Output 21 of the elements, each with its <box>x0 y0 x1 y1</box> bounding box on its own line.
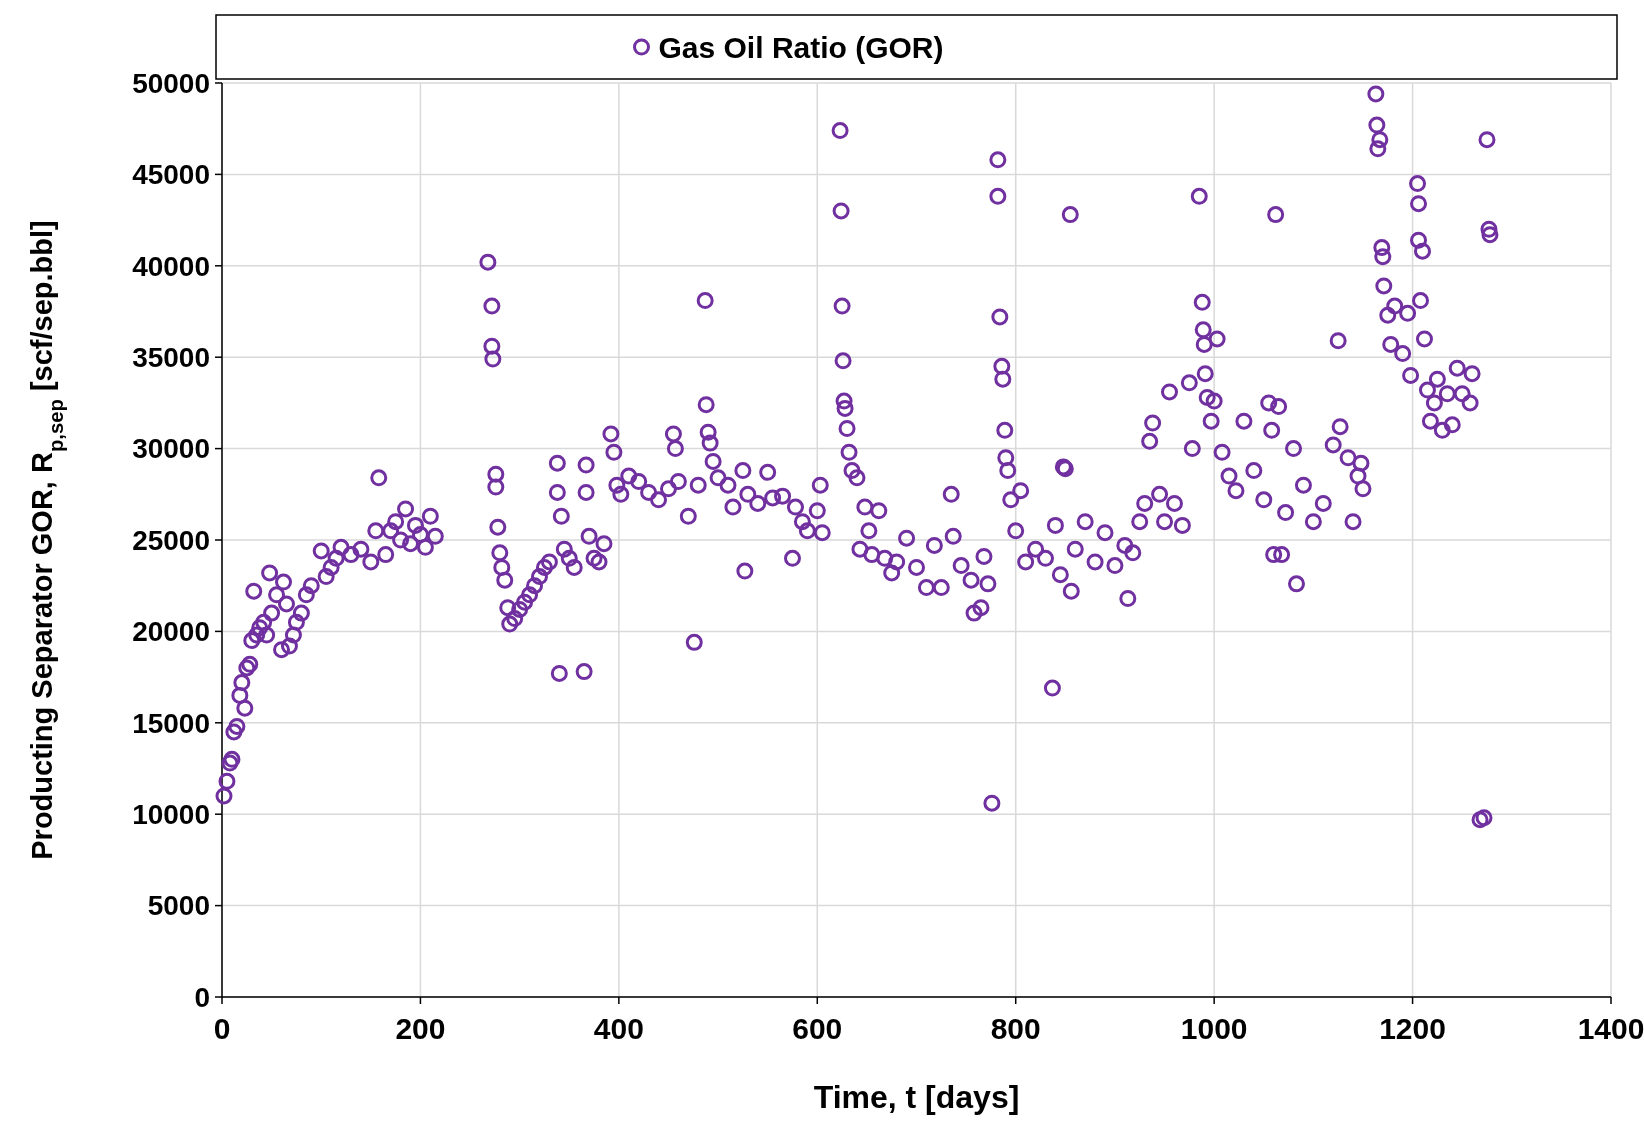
x-tick-label: 0 <box>213 1012 231 1045</box>
x-tick-label: 400 <box>593 1012 644 1045</box>
y-tick-label: 25000 <box>132 524 210 556</box>
y-tick-label: 30000 <box>132 433 210 465</box>
y-tick-label: 5000 <box>147 890 210 922</box>
x-tick-label: 600 <box>792 1012 843 1045</box>
y-tick-label: 20000 <box>132 616 210 648</box>
x-tick-label: 200 <box>395 1012 446 1045</box>
x-tick-label: 1000 <box>1180 1012 1248 1045</box>
y-tick-label: 50000 <box>132 67 210 99</box>
x-tick-label: 1200 <box>1379 1012 1446 1045</box>
y-tick-label: 45000 <box>132 159 210 191</box>
y-tick-label: 15000 <box>132 707 210 739</box>
y-tick-label: 40000 <box>132 250 210 282</box>
y-tick-label: 10000 <box>132 799 210 830</box>
y-tick-label: 35000 <box>132 342 210 373</box>
legend-label: Gas Oil Ratio (GOR) <box>658 30 944 64</box>
x-tick-label: 800 <box>990 1012 1041 1045</box>
x-axis-title: Time, t [days] <box>813 1079 1020 1115</box>
y-tick-label: 0 <box>194 981 210 1013</box>
x-tick-label: 1400 <box>1577 1012 1644 1045</box>
